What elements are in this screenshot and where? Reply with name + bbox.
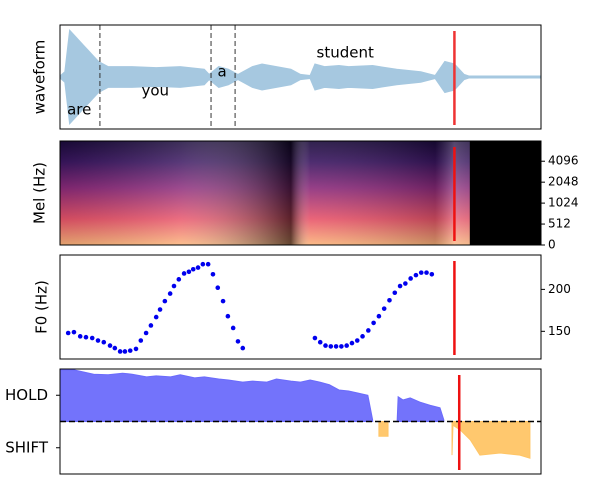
- axes-frame: [59, 368, 542, 475]
- f0-point: [215, 285, 221, 291]
- f0-point: [153, 314, 159, 320]
- f0-point: [89, 335, 95, 341]
- f0-point: [360, 334, 365, 339]
- f0-point: [95, 338, 101, 343]
- area: [59, 369, 374, 422]
- f0-point: [381, 306, 387, 311]
- f0-point: [107, 343, 113, 348]
- f0-point: [200, 261, 206, 267]
- f0-point: [143, 330, 149, 336]
- f0-point: [77, 334, 83, 339]
- spectrogram-texture: [60, 141, 541, 245]
- f0-point: [349, 340, 355, 346]
- f0-point: [181, 271, 187, 276]
- f0-point: [328, 344, 334, 349]
- area: [378, 421, 389, 437]
- f0-point: [323, 343, 328, 348]
- f0-point: [122, 349, 128, 354]
- f0-point: [83, 334, 89, 340]
- silence: [469, 141, 541, 245]
- f0-point: [392, 290, 398, 296]
- y-tick-label: 200: [548, 282, 571, 296]
- f0-point: [162, 298, 168, 304]
- word-label: a: [217, 62, 226, 80]
- f0-point: [371, 320, 376, 326]
- waveform-lower: [59, 76, 542, 125]
- y-tick-label: 512: [548, 217, 571, 231]
- word-label: are: [67, 100, 91, 118]
- word-label: you: [141, 82, 169, 100]
- f0-point: [71, 329, 77, 335]
- y-axis-label: waveform: [31, 40, 49, 115]
- axes-frame: [59, 254, 542, 360]
- f0-point: [230, 325, 236, 331]
- f0-point: [138, 338, 144, 343]
- f0-point: [344, 343, 349, 348]
- f0-point: [133, 346, 139, 352]
- f0-point: [148, 323, 154, 328]
- word-label: student: [317, 44, 374, 62]
- f0-point: [413, 272, 419, 278]
- axes-frame: [59, 140, 542, 246]
- f0-point: [220, 298, 226, 304]
- f0-point: [418, 270, 424, 275]
- f0-point: [195, 265, 201, 270]
- area: [396, 395, 445, 422]
- f0-point: [397, 283, 403, 289]
- f0-point: [387, 297, 392, 303]
- f0-point: [408, 276, 413, 281]
- y-tick-label: 4096: [548, 154, 579, 168]
- y-axis-label: F0 (Hz): [33, 280, 51, 334]
- f0-point: [117, 349, 123, 354]
- f0-point: [376, 313, 382, 319]
- f0-point: [176, 277, 182, 282]
- waveform-upper: [59, 29, 542, 78]
- f0-point: [339, 344, 344, 349]
- y-tick-label: 0: [548, 238, 556, 252]
- f0-point: [205, 261, 211, 267]
- axes-frame: [59, 24, 542, 130]
- f0-point: [210, 271, 216, 277]
- f0-point: [403, 281, 408, 286]
- f0-point: [225, 313, 231, 319]
- f0-point: [429, 271, 435, 277]
- y-axis-label: Mel (Hz): [31, 162, 49, 224]
- f0-point: [186, 269, 192, 275]
- y-tick-label: 150: [548, 324, 571, 338]
- f0-point: [190, 266, 196, 272]
- f0-point: [112, 345, 118, 351]
- f0-point: [366, 328, 371, 333]
- f0-point: [127, 348, 133, 353]
- f0-point: [317, 339, 323, 345]
- f0-point: [333, 344, 339, 349]
- f0-point: [65, 330, 71, 336]
- f0-point: [157, 307, 163, 312]
- f0-point: [312, 335, 318, 341]
- f0-point: [354, 338, 360, 343]
- f0-point: [424, 270, 429, 275]
- area: [451, 421, 531, 459]
- f0-point: [171, 283, 177, 289]
- y-tick-label: 2048: [548, 175, 579, 189]
- f0-point: [235, 339, 241, 344]
- f0-point: [101, 339, 107, 345]
- f0-point: [240, 345, 246, 351]
- f0-point: [167, 291, 173, 296]
- y-tick-label: 1024: [548, 196, 579, 210]
- y-tick-label: SHIFT: [5, 438, 49, 456]
- y-tick-label: HOLD: [5, 386, 48, 404]
